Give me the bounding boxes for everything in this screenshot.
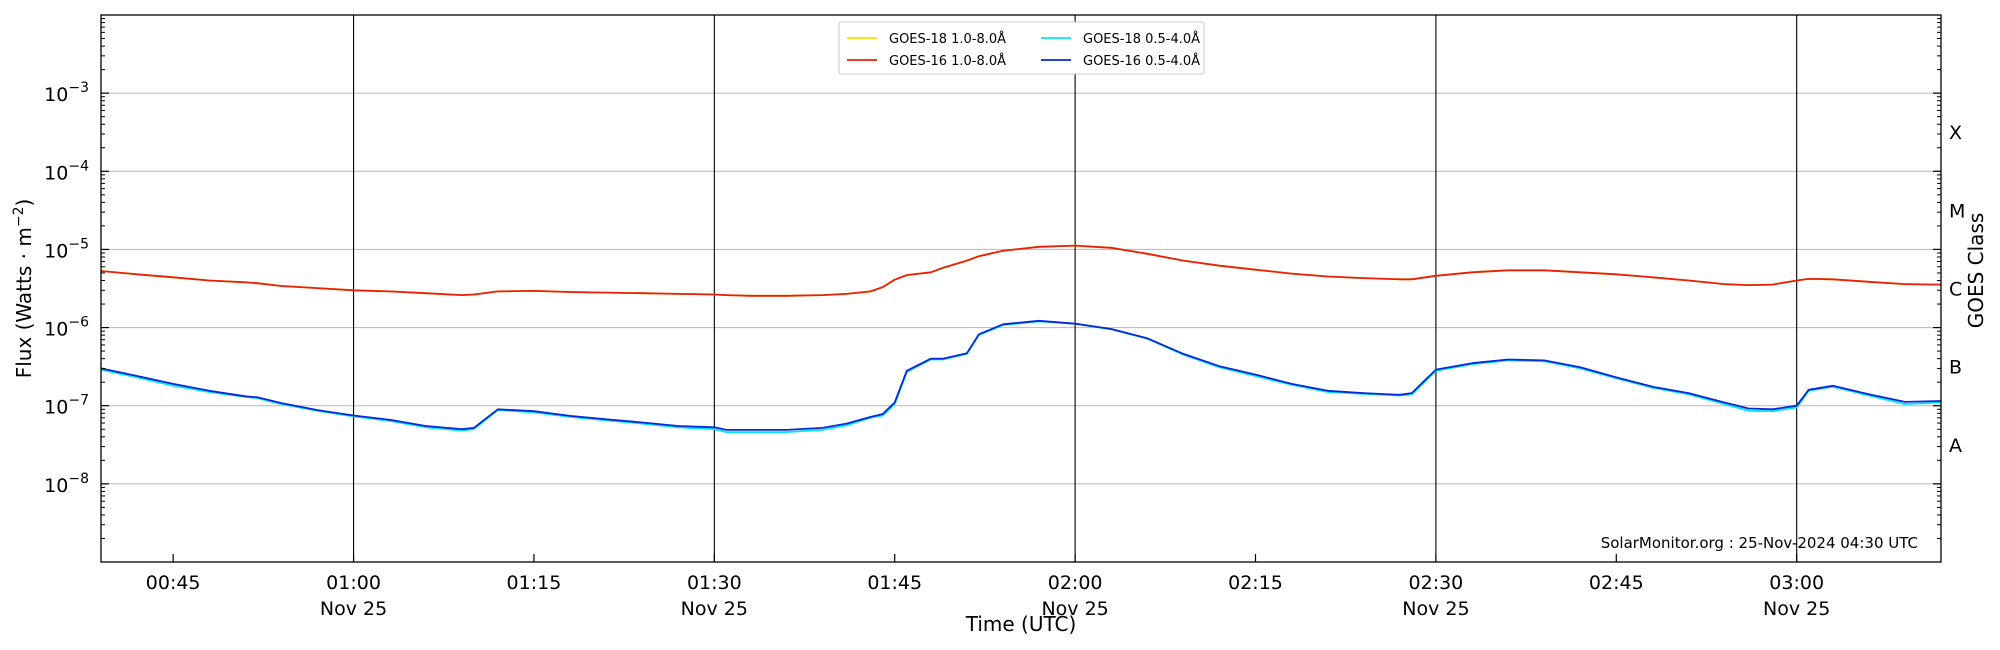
x-tick-sublabel: Nov 25 <box>1041 598 1108 620</box>
x-tick-sublabel: Nov 25 <box>681 598 748 620</box>
y-tick-exp: −3 <box>68 80 89 96</box>
y-tick-base: 10 <box>44 84 68 106</box>
x-tick-label: 00:45 <box>146 572 201 594</box>
x-tick-label: 02:45 <box>1589 572 1644 594</box>
y-axis-title: Flux (Watts · m−2) <box>11 199 36 379</box>
y-tick-label: 10−8 <box>44 471 89 497</box>
vertical-day-lines <box>352 15 1798 562</box>
legend: GOES-18 1.0-8.0Å GOES-16 1.0-8.0Å GOES-18 … <box>838 21 1205 75</box>
goes-class-label: M <box>1949 200 1965 222</box>
goes-class-label: X <box>1949 122 1962 144</box>
plot-frame <box>100 14 1942 563</box>
y-tick-label: 10−4 <box>44 158 89 184</box>
series-line <box>100 320 1942 434</box>
legend-label: GOES-16 0.5-4.0Å <box>1083 53 1200 69</box>
y-tick-exp: −6 <box>68 315 89 331</box>
goes-class-label: A <box>1949 435 1962 457</box>
y-axis-title-main: Flux (Watts · m <box>12 227 36 378</box>
goes-class-label: C <box>1949 279 1962 301</box>
y-tick-base: 10 <box>44 162 68 184</box>
y-tick-base: 10 <box>44 475 68 497</box>
x-tick-label: 03:00 <box>1769 572 1824 594</box>
legend-box <box>838 21 1205 75</box>
legend-label: GOES-18 0.5-4.0Å <box>1083 31 1200 47</box>
series-line <box>100 244 1942 297</box>
y-tick-base: 10 <box>44 319 68 341</box>
y-tick-exp: −8 <box>68 471 89 487</box>
y-tick-label: 10−3 <box>44 80 89 106</box>
y-tick-labels: 10−810−710−610−510−410−3 <box>44 80 89 497</box>
y-tick-exp: −7 <box>68 393 89 409</box>
x-tick-sublabel: Nov 25 <box>1763 598 1830 620</box>
right-axis-title: GOES Class <box>1964 213 1988 329</box>
x-tick-label: 01:15 <box>507 572 562 594</box>
y-tick-label: 10−7 <box>44 393 89 419</box>
x-tick-label: 02:30 <box>1409 572 1464 594</box>
series-line <box>100 319 1942 431</box>
y-tick-base: 10 <box>44 240 68 262</box>
x-tick-sublabel: Nov 25 <box>1402 598 1469 620</box>
axis-ticks <box>101 18 1941 562</box>
y-tick-label: 10−6 <box>44 315 89 341</box>
y-tick-label: 10−5 <box>44 236 89 262</box>
goes-class-label: B <box>1949 357 1962 379</box>
y-tick-base: 10 <box>44 397 68 419</box>
legend-label: GOES-18 1.0-8.0Å <box>889 31 1006 47</box>
x-tick-sublabel: Nov 25 <box>320 598 387 620</box>
x-tick-label: 01:45 <box>867 572 922 594</box>
y-axis-title-close: ) <box>12 199 36 207</box>
series-lines <box>100 244 1942 434</box>
x-tick-label: 01:00 <box>326 572 381 594</box>
y-axis-title-exp: −2 <box>11 207 27 228</box>
legend-label: GOES-16 1.0-8.0Å <box>889 53 1006 69</box>
x-axis-title: Time (UTC) <box>965 612 1077 636</box>
x-tick-label: 02:00 <box>1048 572 1103 594</box>
credit-text: SolarMonitor.org : 25-Nov-2024 04:30 UTC <box>1601 534 1918 552</box>
y-tick-exp: −5 <box>68 236 89 252</box>
series-line <box>100 244 1942 297</box>
x-tick-labels: 00:45 01:00 Nov 25 01:15 01:30 Nov 25 01:45 02:… <box>146 572 1831 620</box>
x-tick-label: 02:15 <box>1228 572 1283 594</box>
goes-class-labels: A B C M X <box>1949 122 1965 457</box>
x-tick-label: 01:30 <box>687 572 742 594</box>
y-tick-exp: −4 <box>68 158 89 174</box>
horizontal-gridlines <box>101 92 1941 485</box>
